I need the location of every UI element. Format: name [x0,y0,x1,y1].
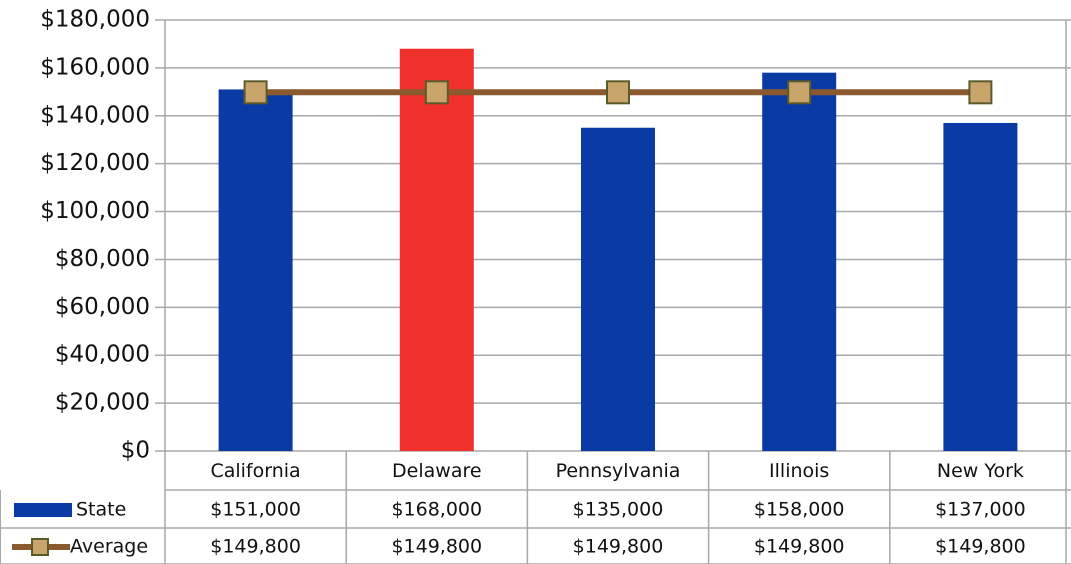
y-tick-label: $140,000 [40,102,150,128]
data-label: $135,000 [573,499,664,521]
bar [762,72,837,451]
x-tick-label: California [210,460,300,482]
x-tick-label: Illinois [769,460,829,482]
y-tick-label: $100,000 [40,198,150,224]
data-label: $149,800 [935,536,1026,558]
y-tick-label: $180,000 [40,7,150,33]
legend-label: Average [70,536,148,558]
bar [218,89,293,451]
y-tick-label: $20,000 [55,390,150,416]
bar [399,48,474,451]
y-tick-label: $120,000 [40,150,150,176]
data-label: $149,800 [210,536,301,558]
bar [581,127,655,451]
line-marker [606,80,630,105]
data-label: $137,000 [935,499,1026,521]
y-tick-label: $60,000 [55,294,150,320]
legend-swatch [14,503,72,517]
legend-label: State [76,499,126,521]
y-tick-label: $0 [121,438,150,464]
y-tick-label: $160,000 [40,54,150,80]
data-label: $151,000 [210,499,301,521]
data-label: $149,800 [754,536,845,558]
line-marker [243,80,268,105]
line-marker [787,80,812,105]
line-marker [968,80,993,105]
y-tick-label: $40,000 [55,342,150,368]
bar [943,122,1018,451]
data-label: $149,800 [391,536,482,558]
x-tick-label: Delaware [392,460,482,482]
x-tick-label: New York [937,460,1024,482]
line-marker [424,80,449,105]
y-tick-label: $80,000 [55,246,150,272]
data-label: $149,800 [573,536,664,558]
data-label: $168,000 [391,499,482,521]
data-label: $158,000 [754,499,845,521]
legend-swatch [31,538,49,556]
x-tick-label: Pennsylvania [556,460,681,482]
